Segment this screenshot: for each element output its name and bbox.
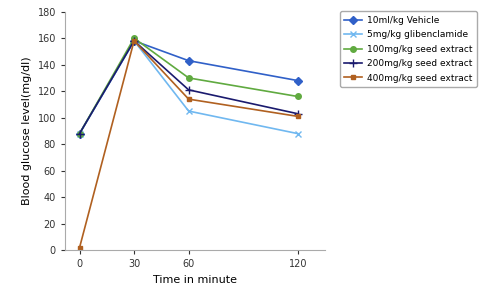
100mg/kg seed extract (76, 132, 82, 135)
400mg/kg seed extract (186, 97, 192, 101)
200mg/kg seed extract (131, 39, 137, 42)
X-axis label: Time in minute: Time in minute (153, 275, 237, 285)
Legend: 10ml/kg Vehicle, 5mg/kg glibenclamide, 100mg/kg seed extract, 200mg/kg seed extr: 10ml/kg Vehicle, 5mg/kg glibenclamide, 1… (340, 11, 477, 87)
100mg/kg seed extract (186, 76, 192, 80)
100mg/kg seed extract (131, 36, 137, 40)
Line: 200mg/kg seed extract: 200mg/kg seed extract (76, 37, 302, 138)
5mg/kg glibenclamide (186, 109, 192, 113)
10ml/kg Vehicle (294, 79, 300, 82)
200mg/kg seed extract (186, 88, 192, 92)
Line: 10ml/kg Vehicle: 10ml/kg Vehicle (77, 38, 300, 136)
200mg/kg seed extract (76, 132, 82, 135)
400mg/kg seed extract (294, 115, 300, 118)
100mg/kg seed extract (294, 95, 300, 98)
Line: 400mg/kg seed extract: 400mg/kg seed extract (78, 39, 300, 250)
400mg/kg seed extract (76, 246, 82, 249)
5mg/kg glibenclamide (294, 132, 300, 135)
10ml/kg Vehicle (76, 132, 82, 135)
Line: 100mg/kg seed extract: 100mg/kg seed extract (77, 36, 300, 136)
10ml/kg Vehicle (186, 59, 192, 63)
200mg/kg seed extract (294, 112, 300, 116)
5mg/kg glibenclamide (76, 132, 82, 135)
10ml/kg Vehicle (131, 39, 137, 42)
Y-axis label: Blood glucose level(mg/dl): Blood glucose level(mg/dl) (22, 57, 32, 205)
400mg/kg seed extract (131, 39, 137, 42)
5mg/kg glibenclamide (131, 39, 137, 42)
Line: 5mg/kg glibenclamide: 5mg/kg glibenclamide (76, 37, 301, 137)
